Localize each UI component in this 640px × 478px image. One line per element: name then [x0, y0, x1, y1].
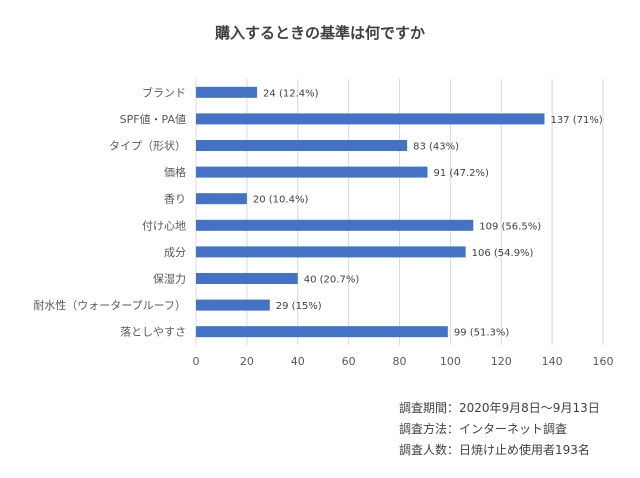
- data-label: 83 (43%): [413, 142, 459, 153]
- bar: [196, 86, 258, 98]
- category-label: 保湿力: [153, 272, 186, 286]
- survey-notes: 調査期間：2020年9月8日～9月13日 調査方法：インターネット調査 調査人数…: [399, 398, 600, 461]
- x-tick-label: 80: [393, 355, 407, 368]
- survey-period: 調査期間：2020年9月8日～9月13日: [399, 401, 600, 415]
- data-label: 24 (12.4%): [263, 88, 319, 99]
- category-label: タイプ（形状）: [109, 139, 186, 153]
- category-label: ブランド: [142, 85, 186, 99]
- category-label: 付け心地: [142, 219, 186, 232]
- chart-title: 購入するときの基準は何ですか: [214, 24, 425, 42]
- bar: [196, 326, 448, 338]
- category-label: SPF値・PA値: [120, 113, 186, 126]
- data-label: 106 (54.9%): [472, 248, 534, 259]
- x-tick-label: 20: [240, 355, 254, 368]
- category-label: 耐水性（ウォータープルーフ）: [33, 298, 186, 312]
- x-tick-label: 120: [491, 355, 512, 368]
- x-tick-label: 40: [291, 355, 305, 368]
- bar: [196, 246, 466, 258]
- data-label: 40 (20.7%): [304, 275, 360, 286]
- data-label: 20 (10.4%): [253, 195, 309, 206]
- data-label: 99 (51.3%): [454, 328, 510, 339]
- x-tick-label: 140: [542, 355, 563, 368]
- category-label: 成分: [164, 246, 186, 259]
- bar: [196, 113, 545, 125]
- x-tick-label: 160: [593, 355, 614, 368]
- bar: [196, 166, 428, 178]
- x-tick-label: 100: [440, 355, 461, 368]
- bar: [196, 273, 298, 284]
- data-label: 91 (47.2%): [433, 168, 489, 179]
- category-label: 香り: [164, 193, 186, 206]
- bar: [196, 140, 408, 151]
- x-tick-label: 0: [193, 355, 200, 368]
- bar: [196, 219, 474, 231]
- bar: [196, 299, 270, 311]
- data-label: 29 (15%): [276, 301, 322, 312]
- bar: [196, 193, 247, 205]
- category-label: 価格: [164, 165, 186, 179]
- survey-method: 調査方法：インターネット調査: [399, 422, 568, 436]
- data-label: 109 (56.5%): [479, 221, 541, 232]
- survey-sample: 調査人数：日焼け止め使用者193名: [399, 443, 590, 457]
- data-label: 137 (71%): [550, 115, 602, 126]
- category-label: 落としやすさ: [120, 326, 186, 339]
- x-tick-label: 60: [342, 355, 356, 368]
